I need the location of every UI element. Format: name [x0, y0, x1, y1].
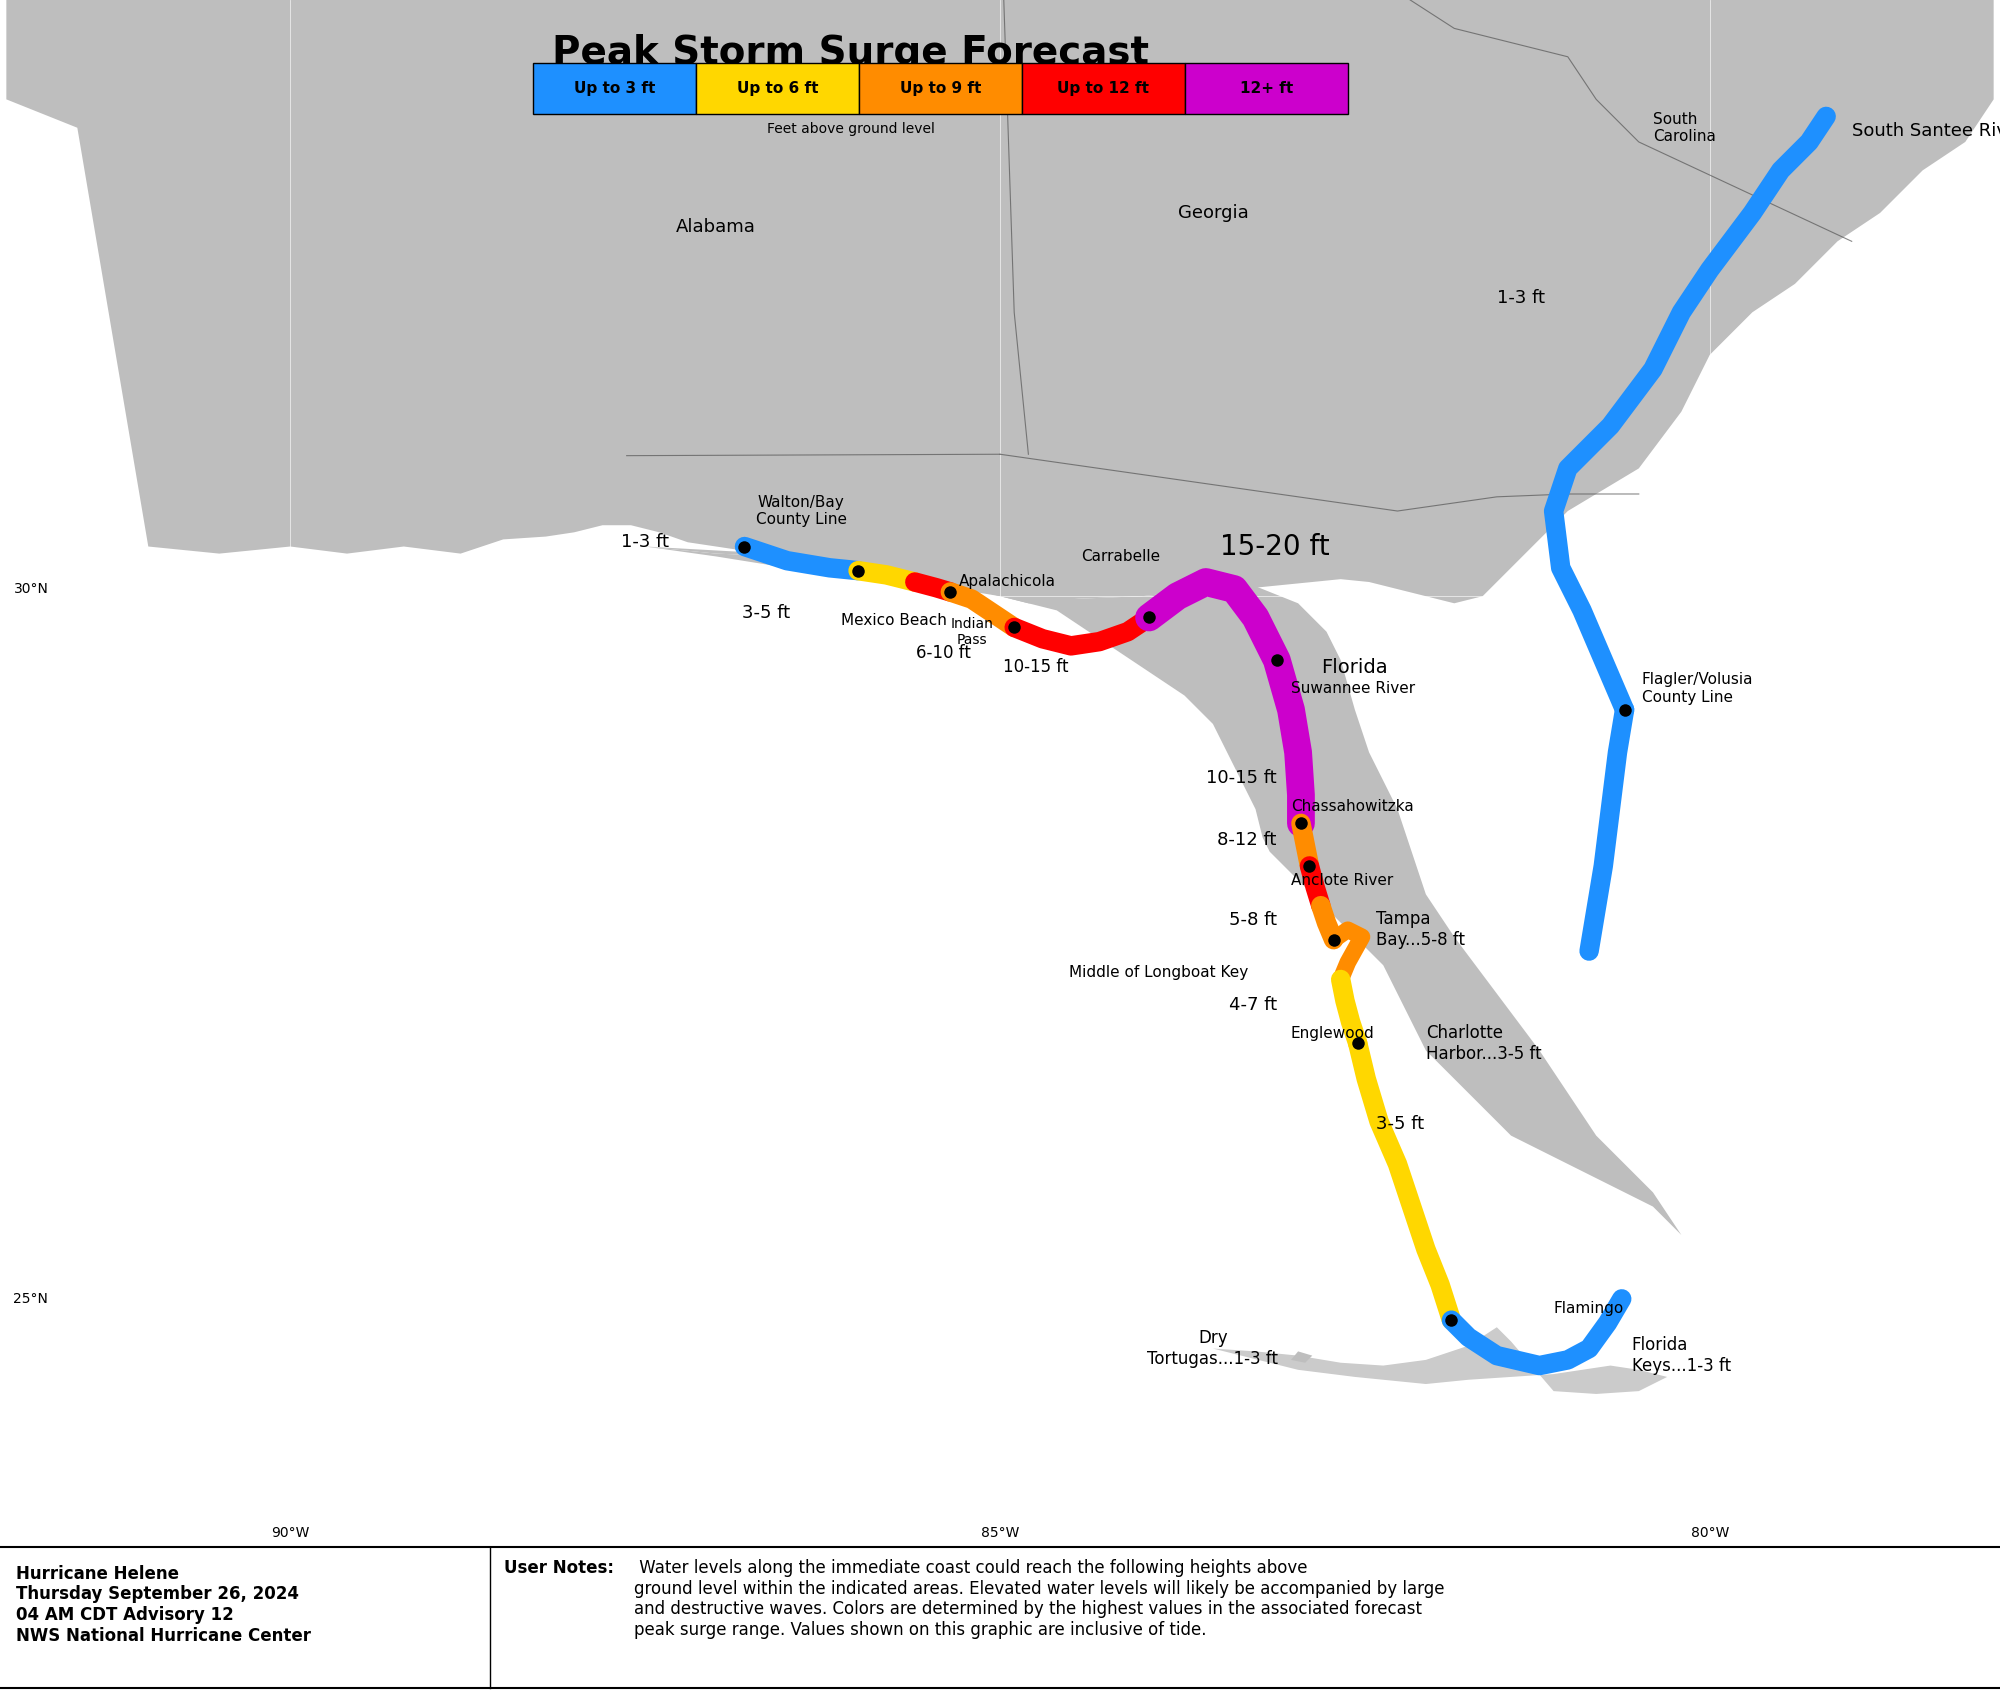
Text: 3-5 ft: 3-5 ft [742, 604, 790, 622]
Bar [532, 63, 696, 113]
Text: 85°W: 85°W [980, 1527, 1020, 1541]
Text: 80°W: 80°W [1690, 1527, 1728, 1541]
Text: Up to 6 ft: Up to 6 ft [736, 81, 818, 96]
Bar [1022, 63, 1184, 113]
Text: South Santee River: South Santee River [1852, 122, 2000, 140]
Text: Walton/Bay
County Line: Walton/Bay County Line [756, 495, 846, 528]
Text: South
Carolina: South Carolina [1652, 112, 1716, 144]
Text: Water levels along the immediate coast could reach the following heights above
g: Water levels along the immediate coast c… [634, 1559, 1444, 1639]
Text: Anclote River: Anclote River [1290, 873, 1394, 888]
Text: Dry
Tortugas...1-3 ft: Dry Tortugas...1-3 ft [1148, 1329, 1278, 1368]
Text: Mexico Beach: Mexico Beach [840, 614, 946, 629]
Text: User Notes:: User Notes: [504, 1559, 614, 1576]
Polygon shape [646, 546, 1710, 1299]
Text: Georgia: Georgia [1178, 205, 1248, 222]
Text: Feet above ground level: Feet above ground level [768, 122, 934, 137]
Polygon shape [1212, 1327, 1668, 1393]
Bar [696, 63, 858, 113]
Text: 4-7 ft: 4-7 ft [1228, 996, 1276, 1015]
Text: Peak Storm Surge Forecast: Peak Storm Surge Forecast [552, 34, 1150, 73]
Text: 3-5 ft: 3-5 ft [1376, 1116, 1424, 1133]
Text: Suwannee River: Suwannee River [1290, 681, 1416, 697]
Text: Flagler/Volusia
County Line: Flagler/Volusia County Line [1642, 673, 1754, 705]
Text: 10-15 ft: 10-15 ft [1206, 769, 1276, 786]
Text: 1-3 ft: 1-3 ft [1496, 289, 1544, 308]
Text: Indian
Pass: Indian Pass [950, 617, 994, 646]
Bar [858, 63, 1022, 113]
Text: Apalachicola: Apalachicola [958, 575, 1056, 590]
Text: 12+ ft: 12+ ft [1240, 81, 1292, 96]
Polygon shape [1290, 1351, 1312, 1363]
Text: Tampa
Bay...5-8 ft: Tampa Bay...5-8 ft [1376, 910, 1466, 949]
Text: Chassahowitzka: Chassahowitzka [1290, 798, 1414, 813]
Text: 6-10 ft: 6-10 ft [916, 644, 970, 661]
Text: 1-3 ft: 1-3 ft [622, 533, 670, 551]
Text: Up to 9 ft: Up to 9 ft [900, 81, 982, 96]
Polygon shape [6, 0, 1994, 604]
Text: Florida
Keys...1-3 ft: Florida Keys...1-3 ft [1632, 1336, 1730, 1375]
Text: Hurricane Helene
Thursday September 26, 2024
04 AM CDT Advisory 12
NWS National : Hurricane Helene Thursday September 26, … [16, 1564, 312, 1645]
Text: Alabama: Alabama [676, 218, 756, 237]
Text: Middle of Longboat Key: Middle of Longboat Key [1070, 966, 1248, 979]
Text: Flamingo: Flamingo [1554, 1302, 1624, 1316]
Text: 90°W: 90°W [272, 1527, 310, 1541]
Text: 8-12 ft: 8-12 ft [1218, 832, 1276, 849]
Text: Carrabelle: Carrabelle [1082, 550, 1160, 563]
Text: 15-20 ft: 15-20 ft [1220, 533, 1330, 560]
Text: 30°N: 30°N [14, 582, 48, 597]
Text: 25°N: 25°N [14, 1292, 48, 1305]
Text: 5-8 ft: 5-8 ft [1228, 911, 1276, 928]
Text: Up to 3 ft: Up to 3 ft [574, 81, 656, 96]
Text: Englewood: Englewood [1290, 1026, 1374, 1042]
Polygon shape [646, 546, 1284, 599]
Text: Florida: Florida [1322, 658, 1388, 676]
Bar [1184, 63, 1348, 113]
Text: Up to 12 ft: Up to 12 ft [1058, 81, 1150, 96]
Text: Charlotte
Harbor...3-5 ft: Charlotte Harbor...3-5 ft [1426, 1025, 1542, 1062]
Text: 10-15 ft: 10-15 ft [1002, 658, 1068, 676]
